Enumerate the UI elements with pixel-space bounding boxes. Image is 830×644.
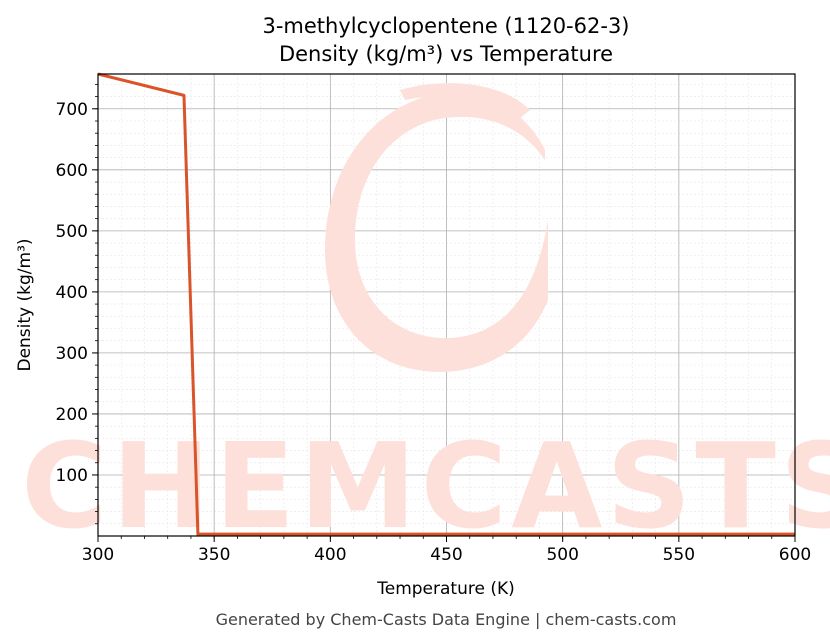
series-layer — [97, 72, 795, 536]
chem-casts-c-logo-icon — [325, 83, 548, 372]
y-tick-label: 500 — [56, 222, 88, 242]
x-tick-label: 600 — [779, 545, 811, 565]
density-series-line — [97, 72, 795, 536]
x-tick-label: 500 — [546, 545, 578, 565]
y-tick-label: 300 — [56, 344, 88, 364]
y-tick-label: 400 — [56, 283, 88, 303]
footer-credit: Generated by Chem-Casts Data Engine | ch… — [216, 610, 677, 629]
y-tick-label: 600 — [56, 161, 88, 181]
x-tick-label: 350 — [198, 545, 230, 565]
y-tick-label: 700 — [56, 100, 88, 120]
y-axis-label: Density (kg/m³) — [15, 238, 35, 371]
x-tick-label: 300 — [82, 545, 114, 565]
watermark: CHEMCASTS — [21, 83, 830, 555]
chart-title: 3-methylcyclopentene (1120-62-3) — [262, 14, 629, 38]
y-tick-label: 200 — [56, 405, 88, 425]
y-tick-label: 100 — [56, 466, 88, 486]
watermark-text: CHEMCASTS — [21, 417, 830, 555]
x-tick-label: 400 — [314, 545, 346, 565]
chart-subtitle: Density (kg/m³) vs Temperature — [279, 42, 613, 66]
y-axis: 100 200 300 400 500 600 700 — [56, 83, 98, 525]
x-axis-label: Temperature (K) — [376, 579, 515, 599]
x-tick-label: 450 — [430, 545, 462, 565]
x-axis: 300 350 400 450 500 550 600 — [82, 536, 811, 565]
x-tick-label: 550 — [663, 545, 695, 565]
